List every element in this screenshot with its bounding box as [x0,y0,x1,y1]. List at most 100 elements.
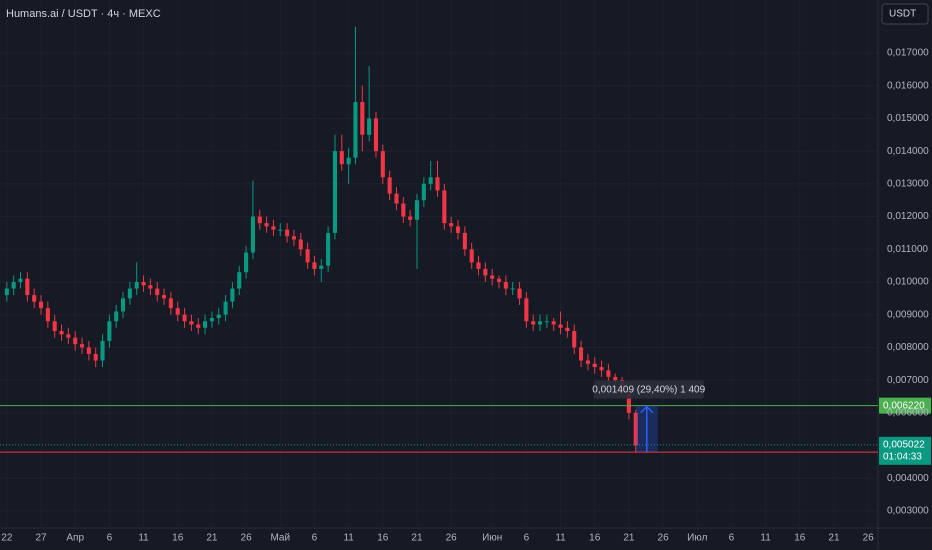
last-price-box [879,436,931,465]
y-tick-label: 0,012000 [887,211,929,222]
y-tick-label: 0,013000 [887,178,929,189]
candle-body [531,321,536,325]
x-tick-label: 22 [1,533,13,544]
candle-body [592,363,597,368]
candle-body [490,275,495,279]
grid [0,52,878,512]
x-tick-label: 26 [863,533,875,544]
candle-body [565,327,570,332]
candle-body [127,288,132,299]
candle-body [18,278,23,282]
candle-body [32,295,37,302]
candle-body [52,321,57,332]
candle-body [613,376,618,381]
x-tick-label: Июн [482,533,502,544]
x-tick-label: Апр [66,533,84,544]
candle-body [524,298,529,322]
x-tick-label: 27 [35,533,47,544]
candle-body [606,370,611,377]
candle-body [421,183,426,201]
candle-body [360,102,365,135]
countdown: 01:04:33 [883,451,922,462]
candle-body [326,232,331,266]
y-tick-label: 0,008000 [887,342,929,353]
candle-body [449,223,454,227]
candle-body [257,216,262,224]
candle-body [353,102,358,158]
x-tick-label: 11 [760,533,771,544]
y-tick-label: 0,003000 [887,506,929,517]
candle-body [196,324,201,328]
candle-body [285,229,290,237]
x-tick-label: 26 [446,533,458,544]
candle-body [572,331,577,348]
candle-body [134,281,139,289]
candle-body [373,118,379,152]
x-tick-label: 6 [524,533,530,544]
candle-body [387,177,392,194]
candle-body [4,288,9,296]
x-tick-label: 6 [312,533,318,544]
x-tick-label: 16 [794,533,806,544]
candle-body [237,272,242,289]
measure-arrow-head [640,405,654,414]
candle-body [38,301,44,309]
candle-body [107,321,112,341]
candle-body [332,151,338,233]
candle-body [510,288,515,290]
plot [4,26,638,453]
x-tick-label: 21 [623,533,635,544]
y-tick-label: 0,017000 [887,48,929,59]
y-tick-label: 0,006000 [887,407,929,418]
candle-body [551,321,556,325]
candle-body [271,226,276,230]
measure-label: 0,001409 (29,40%) 1 409 [592,384,705,395]
candle-body [250,216,255,253]
candle-body [380,151,385,178]
candle-body [79,344,85,348]
candle-body [278,229,283,231]
x-tick-label: 11 [138,533,149,544]
candle-body [175,308,180,315]
candle-body [203,321,208,328]
x-tick-label: 16 [589,533,601,544]
candle-body [305,249,310,263]
candle-body [216,314,221,318]
x-tick-label: 11 [555,533,566,544]
y-tick-label: 0,016000 [887,80,929,91]
candle-body [244,252,249,273]
x-tick-label: 21 [411,533,423,544]
candle-body [544,321,549,323]
candle-body [120,298,126,312]
candle-body [264,223,269,227]
candle-body [319,265,324,269]
price-label-box [879,397,931,414]
candle-body [346,157,351,165]
x-tick-label: 11 [343,533,354,544]
last-price-label: 0,005022 [883,439,925,450]
currency-label: USDT [889,9,916,20]
candle-body [93,353,98,361]
candle-body [73,337,78,345]
overlay: 0,0062200,0048000,00502201:04:330,001409… [0,380,931,465]
candle-body [455,226,461,233]
candle-body [626,389,631,413]
currency-button[interactable] [881,3,929,25]
y-tick-label: 0,015000 [887,113,929,124]
x-tick-label: 26 [241,533,253,544]
candle-body [189,321,194,325]
candle-body [162,295,167,299]
candle-body [141,281,146,286]
candle-body [558,324,563,328]
x-tick-label: Июл [687,533,707,544]
candle-body [100,340,105,361]
candle-body [401,203,406,217]
candle-body [428,177,433,184]
y-tick-label: 0,010000 [887,277,929,288]
candle-body [408,216,413,220]
candle-body [503,281,508,289]
y-tick-label: 0,007000 [887,375,929,386]
measure-label-box [593,380,704,399]
